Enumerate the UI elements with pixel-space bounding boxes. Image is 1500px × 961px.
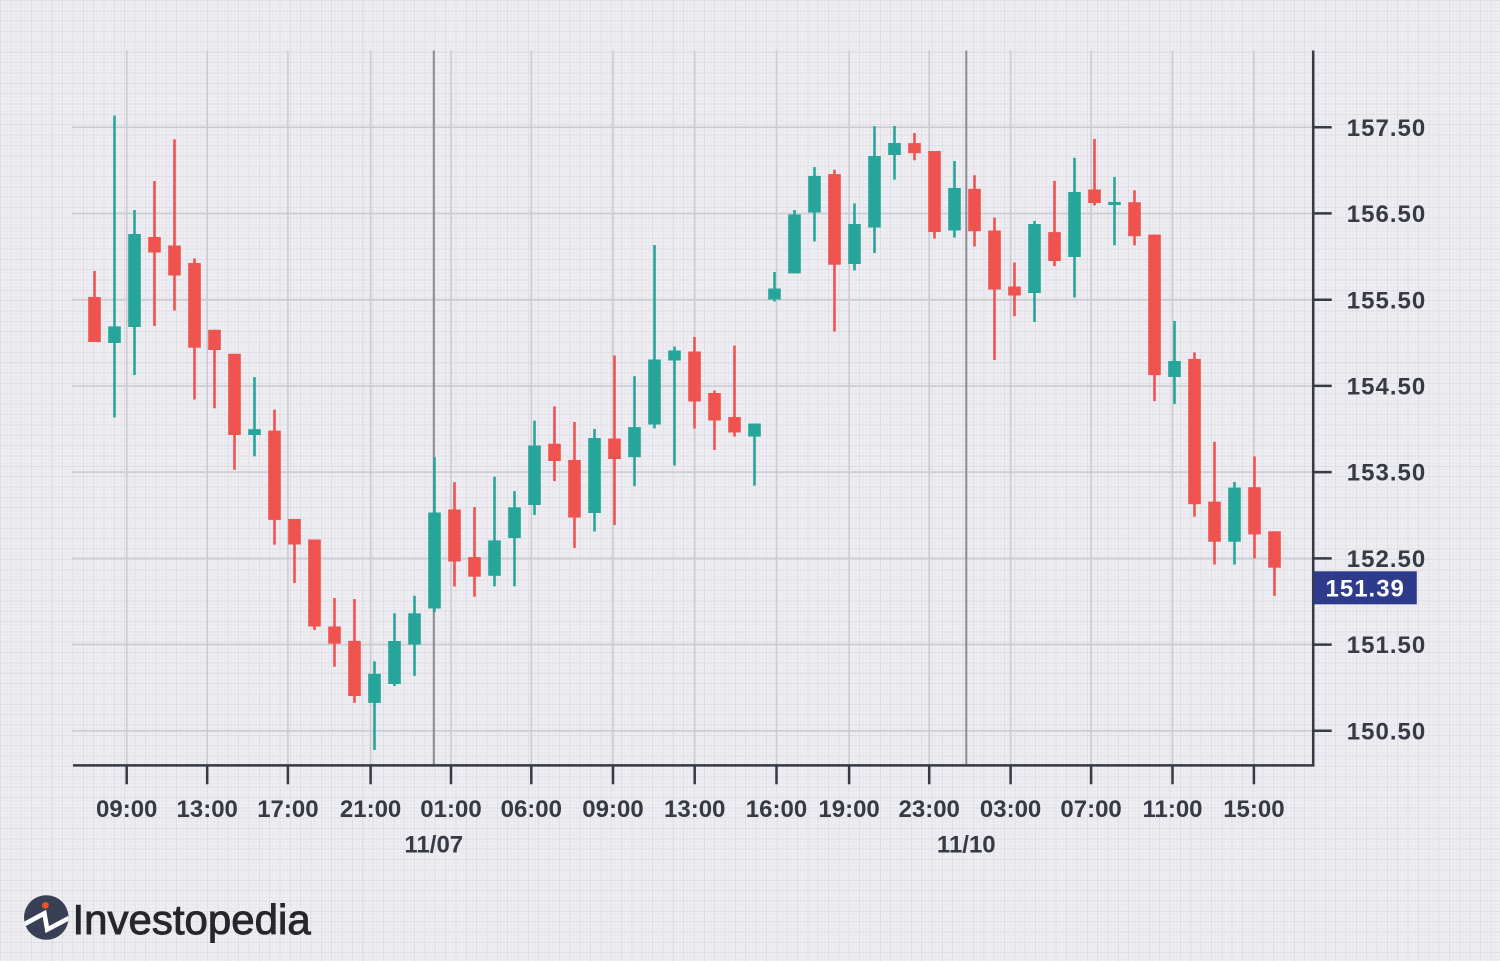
svg-text:23:00: 23:00 (899, 796, 960, 823)
svg-text:15:00: 15:00 (1223, 796, 1284, 823)
svg-text:19:00: 19:00 (818, 796, 879, 823)
svg-text:03:00: 03:00 (980, 796, 1041, 823)
svg-text:150.50: 150.50 (1347, 718, 1426, 745)
svg-text:11:00: 11:00 (1142, 796, 1202, 823)
svg-text:156.50: 156.50 (1347, 201, 1426, 228)
svg-text:21:00: 21:00 (340, 796, 401, 823)
svg-text:13:00: 13:00 (664, 796, 725, 823)
svg-text:151.39: 151.39 (1326, 575, 1405, 602)
svg-text:09:00: 09:00 (96, 796, 157, 823)
svg-text:06:00: 06:00 (501, 796, 562, 823)
svg-text:11/07: 11/07 (404, 832, 463, 859)
svg-text:16:00: 16:00 (746, 796, 807, 823)
svg-text:152.50: 152.50 (1347, 546, 1426, 573)
svg-text:13:00: 13:00 (177, 796, 238, 823)
svg-text:17:00: 17:00 (257, 796, 318, 823)
svg-text:155.50: 155.50 (1347, 287, 1426, 314)
svg-text:153.50: 153.50 (1347, 460, 1426, 487)
svg-text:154.50: 154.50 (1347, 374, 1426, 401)
svg-text:09:00: 09:00 (582, 796, 643, 823)
svg-text:01:00: 01:00 (420, 796, 481, 823)
svg-text:11/10: 11/10 (937, 832, 996, 859)
svg-text:07:00: 07:00 (1060, 796, 1121, 823)
svg-text:Investopedia: Investopedia (73, 896, 312, 943)
svg-text:151.50: 151.50 (1347, 632, 1426, 659)
svg-text:157.50: 157.50 (1347, 115, 1426, 142)
